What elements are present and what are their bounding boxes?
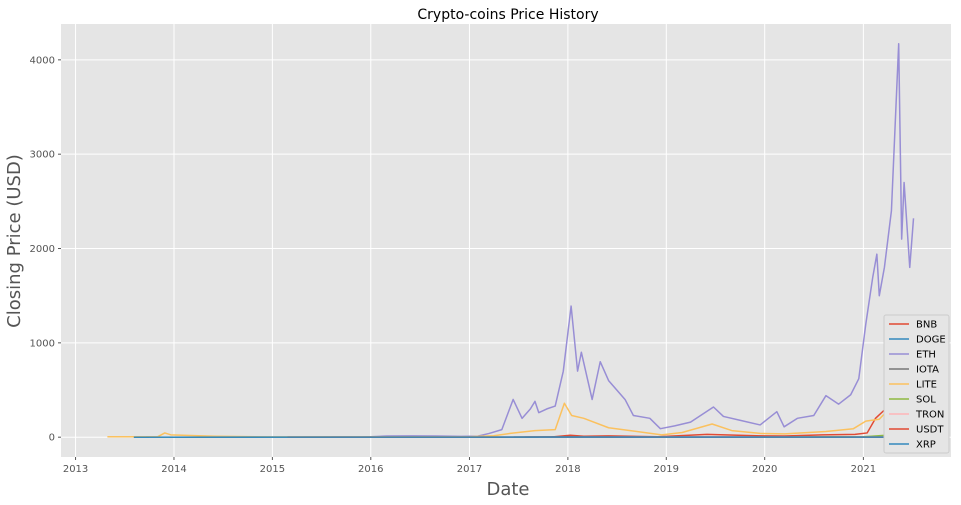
legend-label-sol: SOL — [916, 395, 936, 406]
legend-label-usdt: USDT — [916, 425, 944, 436]
legend-label-eth: ETH — [916, 350, 936, 361]
legend-label-lite: LITE — [916, 380, 937, 391]
x-tick-label: 2021 — [851, 464, 876, 475]
series-layer — [107, 43, 915, 438]
legend-label-bnb: BNB — [916, 320, 937, 331]
series-line-eth — [331, 43, 915, 438]
x-ticks: 2013 2014 2015 2016 2017 2018 2019 2020 2021 — [63, 457, 876, 475]
y-axis-label: Closing Price (USD) — [4, 154, 25, 328]
x-tick-label: 2018 — [555, 464, 580, 475]
legend-label-tron: TRON — [915, 410, 944, 421]
x-tick-label: 2017 — [457, 464, 482, 475]
x-tick-label: 2014 — [161, 464, 186, 475]
legend: BNB DOGE ETH IOTA LITE SOL TRON USDT XRP — [883, 314, 950, 454]
x-tick-label: 2016 — [358, 464, 383, 475]
y-tick-label: 4000 — [30, 55, 55, 66]
x-tick-label: 2015 — [260, 464, 285, 475]
legend-label-iota: IOTA — [916, 365, 939, 376]
x-tick-label: 2019 — [654, 464, 679, 475]
y-tick-label: 0 — [49, 433, 55, 444]
y-tick-label: 2000 — [30, 244, 55, 255]
plot-background — [61, 24, 951, 457]
legend-label-doge: DOGE — [916, 335, 946, 346]
chart-title: Crypto-coins Price History — [417, 7, 598, 23]
y-ticks: 0 1000 2000 3000 4000 — [30, 55, 61, 444]
y-tick-label: 3000 — [30, 150, 55, 161]
x-axis-label: Date — [486, 479, 529, 500]
x-tick-label: 2013 — [63, 464, 88, 475]
legend-box — [883, 314, 950, 454]
y-tick-label: 1000 — [30, 338, 55, 349]
legend-label-xrp: XRP — [916, 440, 936, 451]
x-tick-label: 2020 — [752, 464, 777, 475]
